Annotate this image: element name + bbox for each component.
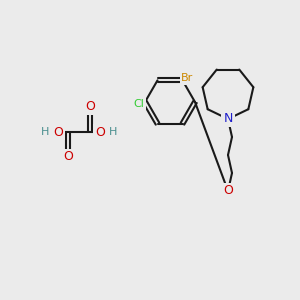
- Text: N: N: [223, 112, 233, 125]
- Text: Br: Br: [182, 73, 194, 83]
- Text: Cl: Cl: [134, 99, 144, 109]
- Text: H: H: [41, 127, 49, 137]
- Text: O: O: [63, 151, 73, 164]
- Text: O: O: [95, 125, 105, 139]
- Text: O: O: [53, 125, 63, 139]
- Text: O: O: [85, 100, 95, 113]
- Text: H: H: [109, 127, 117, 137]
- Text: O: O: [223, 184, 233, 197]
